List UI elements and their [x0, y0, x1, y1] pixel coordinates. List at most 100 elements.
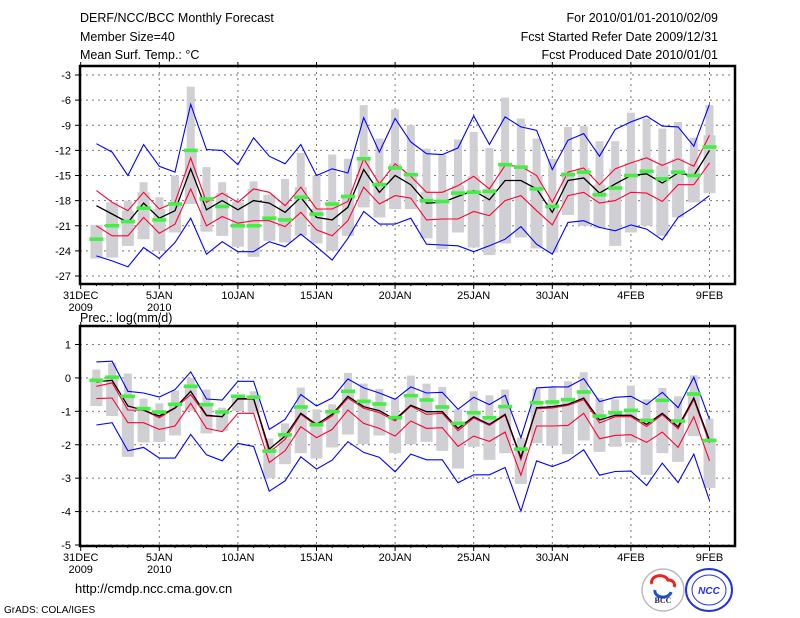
median-marker: [105, 375, 120, 380]
median-marker: [419, 398, 434, 402]
ensemble-interquartile-box: [231, 396, 244, 411]
ensemble-interquartile-box: [483, 188, 496, 256]
median-marker: [136, 206, 151, 210]
y-tick-label: -18: [55, 196, 71, 208]
median-marker: [623, 173, 638, 178]
x-tick-label: 31DEC: [63, 552, 99, 564]
series-line-max: [96, 102, 711, 177]
median-marker: [639, 169, 654, 174]
median-marker: [529, 187, 544, 191]
ensemble-interquartile-box: [436, 192, 449, 250]
median-marker: [262, 216, 277, 221]
ensemble-interquartile-box: [279, 205, 292, 243]
median-marker: [702, 145, 717, 149]
median-marker: [529, 400, 544, 405]
y-tick-label: -12: [55, 145, 71, 157]
median-marker: [152, 218, 167, 222]
median-marker: [435, 405, 450, 409]
ensemble-interquartile-box: [373, 183, 386, 218]
median-marker: [105, 223, 120, 228]
ensemble-interquartile-box: [326, 203, 339, 251]
median-marker: [592, 414, 607, 418]
ensemble-interquartile-box: [90, 380, 103, 406]
median-marker: [466, 410, 481, 415]
ensemble-interquartile-box: [562, 399, 575, 455]
ensemble-interquartile-box: [577, 167, 590, 226]
plot-frame: [78, 64, 737, 286]
ensemble-interquartile-box: [389, 163, 402, 209]
x-tick-sublabel: 2009: [68, 302, 92, 314]
ensemble-interquartile-box: [593, 416, 606, 452]
ensemble-interquartile-box: [106, 377, 119, 417]
median-marker: [372, 402, 387, 406]
y-tick-label: -21: [55, 221, 71, 233]
ensemble-interquartile-box: [169, 202, 182, 233]
median-marker: [356, 156, 371, 161]
ensemble-interquartile-box: [420, 399, 433, 442]
ensemble-interquartile-box: [90, 224, 103, 259]
series-line-mean: [96, 379, 711, 460]
y-tick-label: -15: [55, 171, 71, 183]
ensemble-range-box: [564, 126, 573, 215]
median-marker: [388, 166, 403, 170]
y-tick-label: -24: [55, 246, 71, 258]
median-marker: [120, 219, 135, 224]
x-tick-label: 20JAN: [379, 552, 412, 564]
x-tick-label: 5JAN: [146, 290, 173, 302]
y-tick-label: -27: [55, 271, 71, 283]
ensemble-interquartile-box: [546, 202, 559, 253]
ensemble-range-box: [186, 86, 195, 204]
median-marker: [561, 397, 576, 402]
median-marker: [340, 389, 355, 394]
x-tick-label: 30JAN: [536, 290, 569, 302]
median-marker: [576, 390, 591, 394]
ensemble-interquartile-box: [546, 401, 559, 446]
median-marker: [230, 394, 245, 399]
ensemble-range-box: [406, 125, 415, 209]
website-url[interactable]: http://cmdp.ncc.cma.gov.cn: [75, 581, 233, 596]
ensemble-interquartile-box: [169, 404, 182, 436]
median-marker: [136, 406, 151, 411]
median-marker: [466, 190, 481, 195]
median-marker: [293, 195, 308, 200]
median-marker: [686, 392, 701, 396]
ensemble-interquartile-box: [216, 412, 229, 432]
ensemble-interquartile-box: [404, 395, 417, 445]
median-marker: [702, 438, 717, 443]
ensemble-interquartile-box: [341, 196, 354, 236]
ensemble-interquartile-box: [153, 209, 166, 251]
median-marker: [215, 204, 230, 209]
forecast-produced-date: Fcst Produced Date 2010/01/01: [541, 48, 718, 62]
median-marker: [686, 173, 701, 178]
median-marker: [293, 405, 308, 409]
ensemble-interquartile-box: [483, 417, 496, 460]
median-marker: [403, 172, 418, 177]
ensemble-interquartile-box: [310, 424, 323, 459]
ensemble-interquartile-box: [294, 187, 307, 236]
series-line-mean: [96, 150, 711, 224]
ensemble-interquartile-box: [263, 451, 276, 479]
median-marker: [325, 409, 340, 414]
series-line-lower: [96, 162, 710, 237]
top-variable-label: Mean Surf. Temp.: °C: [80, 48, 200, 62]
ensemble-interquartile-box: [609, 168, 622, 246]
median-marker: [513, 447, 528, 451]
x-tick-label: 9FEB: [696, 290, 724, 302]
ensemble-interquartile-box: [436, 406, 449, 451]
median-marker: [309, 422, 324, 427]
median-marker: [671, 170, 686, 174]
ensemble-interquartile-box: [672, 158, 685, 218]
median-marker: [419, 198, 434, 203]
median-marker: [340, 194, 355, 199]
median-marker: [262, 449, 277, 453]
ensemble-interquartile-box: [420, 192, 433, 239]
ensemble-interquartile-box: [184, 386, 197, 411]
ensemble-interquartile-box: [121, 396, 134, 457]
series-line-upper: [96, 135, 710, 212]
y-tick-label: -5: [61, 540, 71, 552]
y-tick-label: -1: [61, 406, 71, 418]
median-marker: [89, 237, 104, 241]
median-marker: [482, 189, 497, 194]
median-marker: [561, 172, 576, 177]
